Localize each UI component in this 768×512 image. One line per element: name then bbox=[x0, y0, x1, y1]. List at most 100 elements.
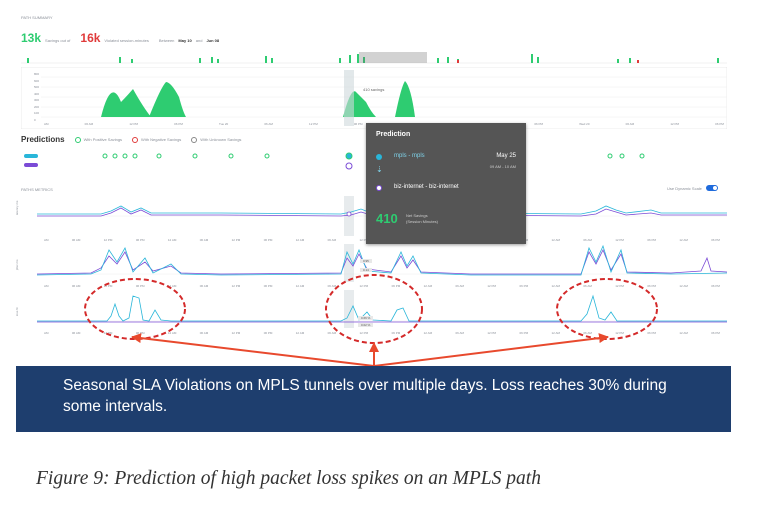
x-tick: 06 AM bbox=[71, 331, 81, 335]
x-tick: Tue 20 bbox=[218, 122, 229, 126]
x-tick: Wed 20 bbox=[579, 122, 590, 126]
between-label: Between bbox=[158, 38, 175, 43]
x-tick: 12 AM bbox=[295, 284, 305, 288]
violation-ellipse-1 bbox=[84, 278, 186, 340]
predictions-title: Predictions bbox=[21, 135, 65, 144]
legend-negative: With Negative Savings bbox=[132, 136, 181, 143]
violated-value: 16k bbox=[80, 31, 101, 45]
y-tick: 100 bbox=[34, 111, 40, 115]
x-tick: 12 PM bbox=[103, 238, 113, 242]
x-tick: AM bbox=[44, 122, 49, 126]
x-tick: 12 PM bbox=[615, 238, 624, 242]
y-tick: 800 bbox=[34, 72, 40, 76]
selected-prediction[interactable] bbox=[345, 152, 353, 160]
x-tick: 12 PM bbox=[231, 238, 241, 242]
x-tick: 12 AM bbox=[423, 284, 433, 288]
x-tick: 12 PM bbox=[103, 284, 113, 288]
predictions-track[interactable] bbox=[21, 150, 727, 172]
x-tick: 06 PM bbox=[711, 238, 720, 242]
tooltip-savings-label-1: Net Savings bbox=[406, 213, 428, 218]
x-tick: 12 PM bbox=[359, 284, 369, 288]
x-tick: 06 AM bbox=[327, 284, 337, 288]
x-tick: 06 PM bbox=[135, 331, 145, 335]
negative-dot-icon bbox=[132, 136, 139, 143]
x-tick: AM bbox=[44, 284, 49, 288]
down-arrow-icon: ⇣ bbox=[376, 165, 383, 174]
x-tick: 06 PM bbox=[647, 284, 656, 288]
selected-prediction-target[interactable] bbox=[345, 162, 353, 170]
x-tick: 06 PM bbox=[263, 331, 273, 335]
x-tick: 06 AM bbox=[327, 331, 337, 335]
x-tick: 06 AM bbox=[455, 331, 465, 335]
tooltip-savings-value: 410 bbox=[376, 211, 398, 226]
callout-text: Seasonal SLA Violations on MPLS tunnels … bbox=[63, 377, 667, 415]
x-tick: 06 AM bbox=[455, 284, 465, 288]
y-tick: 500 bbox=[34, 85, 40, 89]
jitter-x-ticks: AM 06 AM 12 PM 06 PM 12 AM 06 AM 12 PM 06 PM… bbox=[44, 284, 720, 288]
x-tick: 12 AM bbox=[423, 331, 433, 335]
x-tick: AM bbox=[44, 331, 49, 335]
date-from: May 10 bbox=[178, 38, 192, 43]
chart-cursor[interactable] bbox=[344, 70, 354, 126]
x-tick: 12 PM bbox=[670, 122, 679, 126]
date-to: Jun 08 bbox=[206, 38, 220, 43]
x-tick: 06 PM bbox=[353, 122, 363, 126]
biz-internet-path-marker bbox=[24, 163, 38, 167]
x-tick: 12 AM bbox=[679, 331, 688, 335]
mpls-dot-icon bbox=[376, 154, 382, 160]
x-tick: 06 AM bbox=[84, 122, 94, 126]
tooltip-date: May 25 bbox=[496, 153, 516, 159]
violated-label: Violated session-minutes bbox=[104, 38, 149, 43]
chart-annotation: 410 savings bbox=[363, 87, 384, 92]
x-tick: 12 AM bbox=[295, 238, 305, 242]
x-tick: 06 AM bbox=[583, 284, 592, 288]
paths-metrics-title: PATHS METRICS bbox=[21, 187, 53, 192]
mpls-path-marker bbox=[24, 154, 38, 158]
loss-chart bbox=[37, 290, 727, 328]
savings-value: 13k bbox=[21, 31, 42, 45]
tooltip-time-range: 09 AM - 10 AM bbox=[489, 164, 516, 169]
x-tick: 06 AM bbox=[199, 238, 209, 242]
x-tick: 12 AM bbox=[295, 331, 305, 335]
dynamic-scale-toggle[interactable] bbox=[705, 185, 718, 191]
x-tick: 12 AM bbox=[679, 238, 688, 242]
x-tick: 06 AM bbox=[583, 238, 592, 242]
callout-banner: Seasonal SLA Violations on MPLS tunnels … bbox=[16, 366, 731, 432]
figure-caption: Figure 9: Prediction of high packet loss… bbox=[36, 468, 541, 489]
savings-area-chart: 410 savings bbox=[21, 67, 727, 129]
x-tick: 06 AM bbox=[71, 284, 81, 288]
x-tick: 06 PM bbox=[519, 284, 529, 288]
x-tick: 12 PM bbox=[129, 122, 138, 126]
arrow-right bbox=[373, 333, 609, 367]
violation-ellipse-3 bbox=[556, 278, 658, 340]
predictions-header: Predictions With Positive Savings With N… bbox=[21, 135, 241, 144]
x-tick: 06 AM bbox=[264, 122, 273, 126]
x-tick: 12 AM bbox=[551, 331, 560, 335]
violation-ellipse-2 bbox=[325, 274, 423, 344]
dynamic-scale-label: Use Dynamic Scale bbox=[667, 185, 702, 191]
x-tick: 12 PM bbox=[487, 331, 497, 335]
x-tick: 06 PM bbox=[534, 122, 544, 126]
x-tick: 12 PM bbox=[103, 331, 113, 335]
x-tick: 06 PM bbox=[715, 122, 724, 126]
savings-sparkline[interactable] bbox=[21, 52, 727, 64]
dynamic-scale-control[interactable]: Use Dynamic Scale bbox=[667, 185, 718, 191]
x-tick: 06 PM bbox=[711, 331, 720, 335]
loss-tooltip-value-1: 0.66 % bbox=[358, 316, 374, 320]
x-tick: 12 AM bbox=[551, 284, 560, 288]
x-tick: 12 AM bbox=[167, 331, 177, 335]
jitter-tooltip-value-1: 0.95 bbox=[360, 259, 372, 263]
y-tick: 200 bbox=[34, 104, 40, 109]
tooltip-from-path: mpls - mpls bbox=[394, 153, 425, 159]
sparkline-selection[interactable] bbox=[359, 52, 427, 63]
y-tick: 600 bbox=[34, 78, 40, 83]
path-summary-title: PATH SUMMARY bbox=[21, 15, 53, 20]
loss-tooltip-value-2: 0.02 % bbox=[358, 323, 374, 327]
y-tick: 0 bbox=[34, 117, 36, 122]
savings-label: Savings out of bbox=[45, 38, 71, 43]
legend-positive-label: With Positive Savings bbox=[83, 136, 123, 142]
tooltip-savings-label-2: (Session Minutes) bbox=[406, 219, 439, 224]
x-tick: 12 PM bbox=[231, 331, 241, 335]
x-tick: 06 PM bbox=[263, 238, 273, 242]
